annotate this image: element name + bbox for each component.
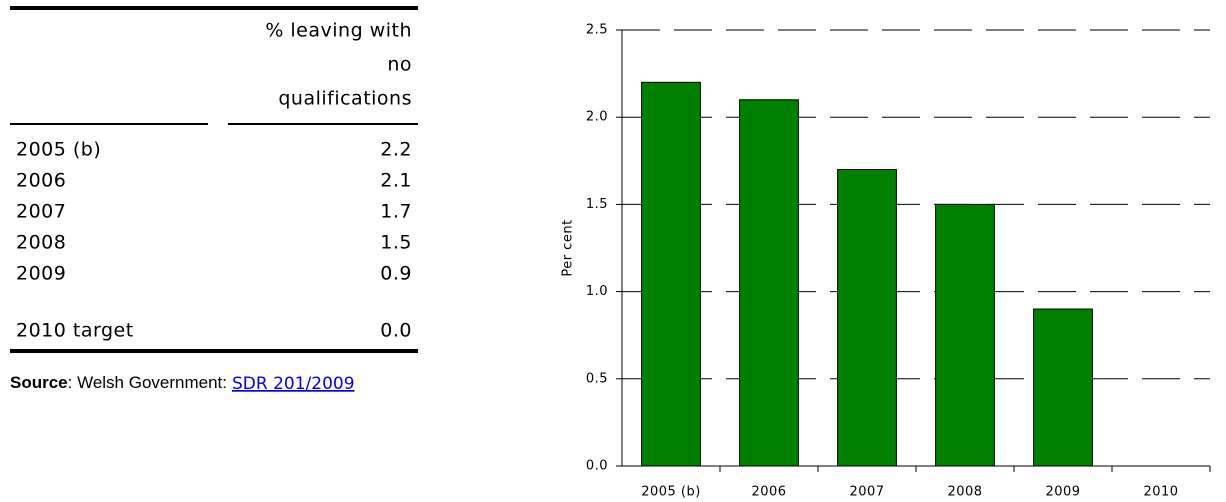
x-tick-label: 2010 [1143,485,1178,500]
x-tick-label: 2009 [1045,485,1080,500]
y-axis-label: Per cent [561,219,576,276]
x-tick-label: 2008 [947,485,982,500]
y-tick-label: 1.5 [586,197,608,212]
source-link[interactable]: SDR 201/2009 [232,374,355,394]
target-label: 2010 target [16,320,134,342]
row-value: 1.5 [380,232,412,254]
row-label: 2006 [16,170,66,192]
source-text: : Welsh Government: [68,373,227,392]
y-tick-label: 2.5 [586,23,608,38]
row-value: 2.2 [380,139,412,161]
row-label: 2007 [16,201,66,223]
bar [1033,308,1093,467]
x-tick-label: 2007 [849,485,884,500]
y-tick-label: 1.0 [586,284,608,299]
source: Source: Welsh Government: SDR 201/2009 [10,373,355,394]
bar [935,203,995,467]
row-label: 2008 [16,232,66,254]
y-tick-label: 0.0 [586,459,608,474]
bar [837,169,897,467]
column-header: % leaving with [265,20,412,42]
row-value: 1.7 [380,201,412,223]
row-label: 2005 (b) [16,139,101,161]
row-label: 2009 [16,263,66,285]
y-tick-label: 2.0 [586,110,608,125]
x-tick-label: 2005 (b) [641,485,701,500]
column-header: no [387,54,412,76]
row-value: 2.1 [380,170,412,192]
source-label: Source [10,373,68,392]
y-tick-label: 0.5 [586,371,608,386]
x-tick-label: 2006 [751,485,786,500]
row-value: 0.9 [380,263,412,285]
bar [739,99,799,467]
target-value: 0.0 [380,320,412,342]
column-header: qualifications [278,88,412,110]
bar [641,81,701,467]
